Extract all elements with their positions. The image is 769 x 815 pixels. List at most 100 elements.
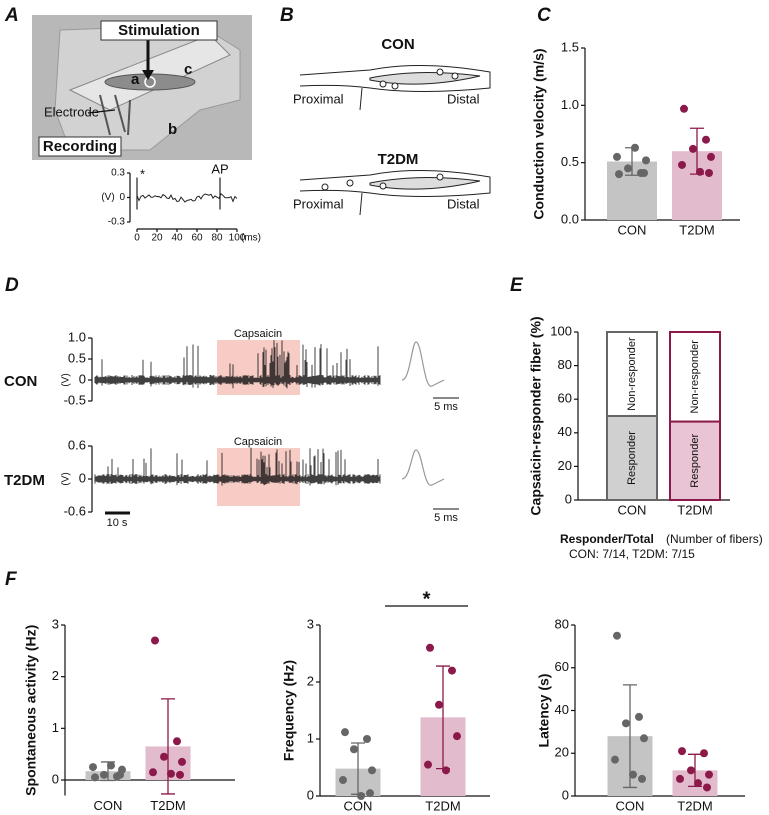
x-tick-label: 100 [229, 233, 246, 244]
stimulus-window [217, 340, 300, 395]
data-point [689, 144, 697, 153]
data-point [705, 168, 713, 177]
y-axis-title: Latency (s) [536, 674, 552, 748]
x-tick-label: T2DM [425, 798, 460, 813]
label-box [100, 20, 218, 41]
error-bar [623, 684, 637, 789]
y-axis-title: Capsaicin-responder fiber (%) [528, 316, 544, 515]
recording-trace [94, 340, 381, 389]
x-tick-label: 0 [134, 233, 140, 244]
site-label: a [131, 71, 140, 88]
y-tick-label: 80 [555, 616, 569, 631]
x-tick-label: T2DM [677, 798, 712, 813]
y-tick-label: 0 [307, 787, 314, 802]
recording-trace [94, 447, 381, 486]
data-point [676, 774, 684, 783]
data-point [702, 135, 710, 144]
y-axis-title: Conduction velocity (m/s) [531, 48, 547, 219]
note: CON: 7/14, T2DM: 7/15 [569, 547, 695, 561]
annotation: AP [211, 161, 228, 176]
data-point [107, 761, 115, 770]
data-point [167, 769, 175, 778]
data-point [613, 631, 621, 640]
data-point [89, 763, 97, 772]
y-tick-label: 0 [79, 371, 86, 386]
end-label: Distal [447, 91, 480, 106]
nerve-outline [299, 169, 491, 197]
data-point [694, 779, 702, 788]
x-tick-label: 40 [171, 233, 183, 244]
y-tick-label: -0.6 [64, 503, 86, 518]
segment-label: Non-responder [626, 337, 638, 411]
y-tick-label: 1.0 [68, 329, 86, 344]
data-point [424, 760, 432, 769]
nerve-branch [359, 192, 363, 216]
bar-segment [669, 420, 721, 502]
panel-letter: D [5, 275, 19, 296]
y-tick-label: -0.3 [108, 217, 126, 228]
bar-segment [606, 331, 658, 417]
data-point [705, 770, 713, 779]
axis-label: (V) [101, 192, 114, 203]
label-box [38, 136, 122, 157]
end-label: Distal [447, 196, 480, 211]
error-bar [161, 698, 175, 795]
stim-site [144, 76, 156, 88]
y-tick-label: 0 [565, 491, 572, 506]
data-point [366, 789, 374, 798]
panel-letter: A [4, 5, 19, 26]
y-tick-label: 0 [79, 470, 86, 485]
nerve-outline [299, 64, 491, 92]
data-point [100, 770, 108, 779]
end-label: Proximal [293, 196, 344, 211]
y-tick-label: 20 [555, 745, 569, 760]
data-point [448, 666, 456, 675]
x-tick-label: 60 [191, 233, 203, 244]
x-tick-label: 20 [151, 233, 163, 244]
data-point [629, 770, 637, 779]
y-tick-label: 0.0 [561, 211, 579, 226]
end-label: Proximal [293, 91, 344, 106]
data-point [611, 755, 619, 764]
nerve-fiber [369, 176, 481, 190]
data-point [160, 752, 168, 761]
x-tick-label: CON [94, 798, 123, 813]
data-point [613, 152, 621, 161]
y-tick-label: 2 [307, 673, 314, 688]
site-label: c [184, 61, 192, 78]
panel-letter: B [280, 5, 294, 26]
data-point [631, 143, 639, 152]
y-tick-label: 40 [558, 424, 572, 439]
x-tick-label: CON [618, 502, 647, 517]
spike-waveform [401, 341, 445, 387]
stimulus-window [217, 448, 300, 506]
x-tick-label: T2DM [150, 798, 185, 813]
electrode-wire [99, 94, 131, 136]
y-tick-label: 1.5 [561, 39, 579, 54]
panel-letter: F [5, 569, 18, 590]
data-point [176, 770, 184, 779]
y-tick-label: 0 [52, 771, 59, 786]
data-point [357, 792, 365, 800]
note-title: Responder/Total [560, 532, 654, 546]
annotation: * [140, 166, 145, 181]
data-point [640, 168, 648, 177]
data-point [680, 104, 688, 113]
panel-letter: C [537, 5, 551, 26]
y-tick-label: 40 [555, 702, 569, 717]
bar-segment [669, 331, 721, 423]
data-point [173, 737, 181, 746]
y-axis-title: Frequency (Hz) [281, 660, 297, 761]
y-tick-label: 60 [555, 659, 569, 674]
chamber-illustration: Stimulation Recording Electrode a c b [32, 15, 252, 160]
significance-label: * [423, 588, 431, 610]
nerve-diagram: B CON Proximal Distal T2DM Proximal Dist… [280, 5, 491, 216]
y-tick-label: 0.5 [561, 154, 579, 169]
data-point [426, 643, 434, 652]
stimulus-label: Capsaicin [234, 328, 282, 340]
data-point [703, 783, 711, 792]
stimulation-label: Stimulation [118, 22, 200, 39]
group-label: T2DM [4, 472, 45, 489]
segment-label: Responder [689, 434, 701, 488]
